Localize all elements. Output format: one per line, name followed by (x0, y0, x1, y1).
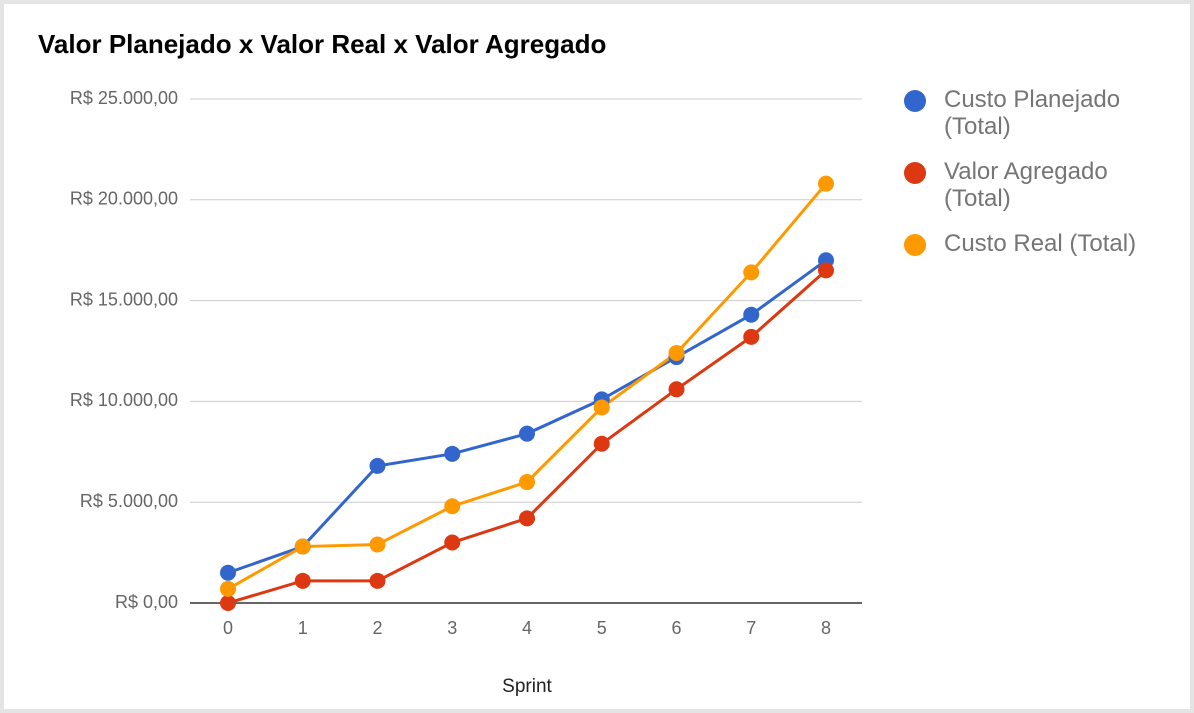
x-tick-label: 2 (372, 618, 382, 638)
x-tick-label: 0 (223, 618, 233, 638)
data-point (519, 510, 535, 527)
y-tick-label: R$ 5.000,00 (80, 491, 178, 511)
data-point (444, 498, 461, 515)
data-point (593, 399, 610, 416)
x-tick-label: 1 (298, 618, 308, 638)
x-tick-label: 3 (447, 618, 457, 638)
x-tick-label: 8 (821, 618, 831, 638)
x-tick-label: 4 (522, 618, 532, 638)
legend-label: Custo Real (Total) (944, 230, 1137, 257)
legend-swatch (904, 90, 926, 112)
data-point (818, 175, 834, 192)
data-point (743, 328, 760, 345)
x-tick-label: 5 (597, 618, 607, 638)
data-point (743, 306, 760, 323)
legend-label: Custo Planejado (Total) (944, 86, 1121, 140)
data-point (369, 457, 386, 474)
data-point (519, 425, 535, 442)
data-point (668, 381, 685, 398)
x-tick-label: 7 (746, 618, 756, 638)
data-point (369, 536, 386, 553)
legend-item: Custo Real (Total) (904, 230, 1184, 257)
legend-swatch (904, 234, 926, 256)
data-point (818, 262, 834, 279)
data-point (294, 572, 311, 589)
data-point (220, 564, 236, 581)
legend: Custo Planejado (Total) Valor Agregado (T… (904, 86, 1184, 275)
data-point (220, 580, 236, 597)
x-axis-title: Sprint (502, 676, 552, 697)
data-point (668, 345, 685, 362)
y-tick-label: R$ 10.000,00 (70, 390, 178, 410)
data-point (743, 264, 760, 281)
data-point (444, 445, 461, 462)
legend-item: Valor Agregado (Total) (904, 158, 1184, 212)
y-tick-label: R$ 20.000,00 (70, 189, 178, 209)
legend-swatch (904, 162, 926, 184)
legend-item: Custo Planejado (Total) (904, 86, 1184, 140)
y-tick-label: R$ 15.000,00 (70, 289, 178, 309)
legend-label: Valor Agregado (Total) (944, 158, 1108, 212)
data-point (519, 474, 535, 491)
data-point (593, 435, 610, 452)
x-tick-label: 6 (671, 618, 681, 638)
data-point (444, 534, 461, 551)
data-point (369, 572, 386, 589)
data-point (220, 595, 236, 611)
y-tick-label: R$ 0,00 (115, 592, 178, 612)
chart-title: Valor Planejado x Valor Real x Valor Agr… (38, 29, 606, 59)
data-point (294, 538, 311, 555)
y-tick-label: R$ 25.000,00 (70, 88, 178, 108)
